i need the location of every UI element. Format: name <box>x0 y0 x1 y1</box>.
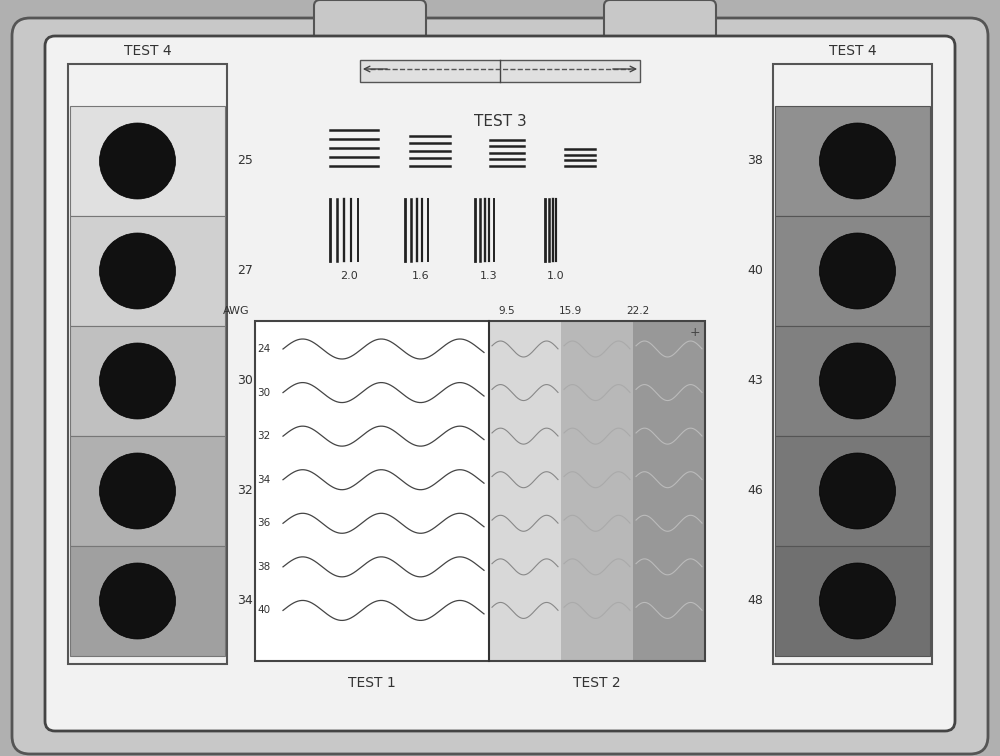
Bar <box>70 436 225 546</box>
Text: 34: 34 <box>257 475 270 485</box>
FancyBboxPatch shape <box>12 18 988 754</box>
Text: 32: 32 <box>237 485 253 497</box>
Bar <box>775 106 930 216</box>
Text: 43: 43 <box>747 374 763 388</box>
Circle shape <box>100 453 176 529</box>
Text: 46: 46 <box>747 485 763 497</box>
Bar <box>489 321 561 661</box>
Bar <box>773 64 932 664</box>
Text: 15.9: 15.9 <box>558 306 582 316</box>
Text: 40: 40 <box>747 265 763 277</box>
Text: 1.0: 1.0 <box>547 271 565 281</box>
Text: TEST 2: TEST 2 <box>573 676 621 690</box>
Circle shape <box>100 343 176 419</box>
Bar <box>70 216 225 326</box>
Text: TEST 1: TEST 1 <box>348 676 396 690</box>
Text: 25: 25 <box>237 154 253 168</box>
Text: 38: 38 <box>747 154 763 168</box>
Bar <box>70 546 225 656</box>
Circle shape <box>100 233 176 309</box>
Text: 48: 48 <box>747 594 763 608</box>
Text: +: + <box>689 326 700 339</box>
Bar <box>775 436 930 546</box>
Circle shape <box>820 123 896 199</box>
FancyBboxPatch shape <box>604 0 716 57</box>
Text: 2.0: 2.0 <box>340 271 358 281</box>
Circle shape <box>820 233 896 309</box>
Bar <box>255 321 705 661</box>
Text: 27: 27 <box>237 265 253 277</box>
Text: TEST 3: TEST 3 <box>474 113 526 129</box>
Circle shape <box>820 453 896 529</box>
Bar <box>561 321 633 661</box>
Bar <box>68 64 227 664</box>
Bar <box>70 106 225 216</box>
Text: 30: 30 <box>257 388 270 398</box>
Text: 1.6: 1.6 <box>412 271 430 281</box>
Circle shape <box>100 123 176 199</box>
Text: 24: 24 <box>257 344 270 354</box>
Circle shape <box>100 563 176 639</box>
Circle shape <box>820 563 896 639</box>
Bar <box>70 326 225 436</box>
Text: 40: 40 <box>257 606 270 615</box>
Bar <box>775 326 930 436</box>
Text: 30: 30 <box>237 374 253 388</box>
Bar <box>775 546 930 656</box>
FancyBboxPatch shape <box>45 36 955 731</box>
Text: TEST 4: TEST 4 <box>124 44 171 58</box>
Text: AWG: AWG <box>223 306 250 316</box>
Bar <box>775 216 930 326</box>
Text: 22.2: 22.2 <box>626 306 649 316</box>
Text: 9.5: 9.5 <box>499 306 515 316</box>
Text: TEST 4: TEST 4 <box>829 44 876 58</box>
Circle shape <box>820 343 896 419</box>
Text: 32: 32 <box>257 431 270 442</box>
Bar <box>255 321 489 661</box>
Bar <box>633 321 705 661</box>
FancyBboxPatch shape <box>314 0 426 57</box>
Text: 36: 36 <box>257 519 270 528</box>
Bar <box>360 60 640 82</box>
Text: 38: 38 <box>257 562 270 572</box>
Text: 1.3: 1.3 <box>480 271 497 281</box>
Text: 34: 34 <box>237 594 253 608</box>
